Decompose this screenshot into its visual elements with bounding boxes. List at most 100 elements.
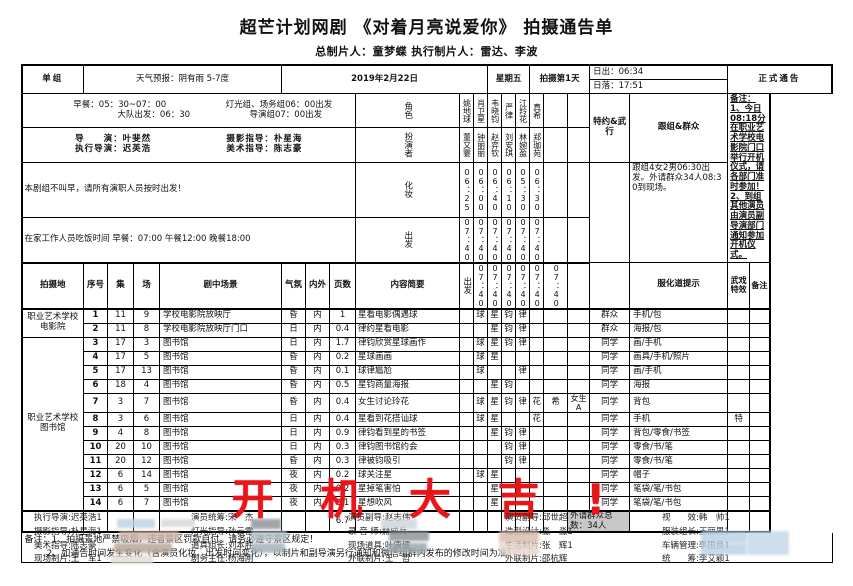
actor-钟丽丽: 钟丽丽 bbox=[473, 127, 489, 163]
cell-extras: 同学 bbox=[589, 411, 631, 427]
cell-role-mark-0 bbox=[473, 322, 489, 338]
cell-props: 画/手机 bbox=[629, 364, 729, 380]
makeup-time-3: 06：40 bbox=[487, 162, 503, 218]
cell-brief: 星想吹风 bbox=[355, 495, 461, 512]
credit-line: 统 筹:李艾颖1 bbox=[662, 554, 730, 565]
cell-mood: 日 bbox=[281, 336, 307, 352]
header-info-row: 单组 天气预报：阴有雨 5-7度 2019年2月22日 星期五 拍摄第1天 日出… bbox=[20, 64, 833, 94]
role-blank-2 bbox=[567, 93, 591, 128]
cell-intext: 内 bbox=[305, 336, 331, 352]
cell-role-mark-1 bbox=[487, 364, 503, 380]
makeup-blank-2 bbox=[567, 162, 591, 218]
cell-setting: 图书馆 bbox=[158, 495, 283, 512]
cell-role-mark-5 bbox=[543, 364, 569, 380]
cell-fx bbox=[727, 378, 751, 394]
cell-dep-blank bbox=[459, 336, 475, 352]
role-江羚花: 江羚花 bbox=[515, 93, 531, 128]
cell-episode: 11 bbox=[107, 308, 134, 324]
cell-fx bbox=[727, 308, 751, 324]
cell-role-mark-0 bbox=[473, 495, 489, 512]
cell-props: 手机 bbox=[629, 411, 729, 427]
cell-props: 海报/包 bbox=[629, 322, 729, 338]
departure-blank-1 bbox=[543, 216, 569, 264]
cell-location: 职业艺术学校电影院 bbox=[20, 308, 84, 338]
cell-dep-blank bbox=[459, 350, 475, 366]
cell-note bbox=[749, 322, 771, 338]
col-header-dep-6: 07：40 bbox=[543, 262, 569, 310]
cell-special bbox=[567, 364, 591, 380]
actor-blank-2 bbox=[567, 127, 591, 163]
table-row[interactable]: 6 18 4 图书馆昏内 0.5 星钧商量海报 星钧 同学 海报 bbox=[22, 378, 832, 394]
table-row[interactable]: 职业艺术学校图书馆 3 17 3 图书馆日内 1.7 律钧欣赏星球画作球星钧律同学 画/手机 bbox=[20, 336, 832, 512]
cell-props: 画具/手机/照片 bbox=[629, 350, 729, 366]
actor-林婉盈: 林婉盈 bbox=[515, 127, 531, 163]
cell-role-mark-4 bbox=[529, 336, 545, 352]
no-wakeup-note: 本剧组不叫早，请所有演职人员按时出发！ bbox=[20, 162, 357, 218]
cell-pages: 1.7 bbox=[329, 336, 357, 352]
actor-刘安琪: 刘安琪 bbox=[501, 127, 517, 163]
cell-role-mark-5 bbox=[543, 411, 569, 427]
makeup-row-label: 化妆 bbox=[355, 162, 461, 218]
table-row[interactable]: 5 17 13 图书馆昏内 0.1 球律尴尬球 律 同学 画/手机 bbox=[22, 364, 832, 380]
departure-time-5: 07：40 bbox=[515, 216, 531, 264]
cell-episode: 3 bbox=[107, 411, 134, 427]
cell-pages: 0.3 bbox=[329, 439, 357, 455]
cell-role-mark-4 bbox=[529, 364, 545, 380]
credit-line: 现场道具:叶康健 bbox=[348, 540, 411, 551]
cell-note bbox=[749, 439, 771, 455]
table-row[interactable]: 2 11 8 学校电影院放映厅门口日内 0.4 律约星看电影 星钧律 群众 海报/包 bbox=[22, 322, 832, 338]
totals-m1 bbox=[473, 510, 489, 534]
cell-episode: 17 bbox=[107, 350, 134, 366]
role-肖卫星: 肖卫星 bbox=[473, 93, 489, 128]
cell-extras: 同学 bbox=[589, 425, 631, 441]
cell-role-mark-2 bbox=[501, 411, 517, 427]
cell-dep-blank bbox=[459, 364, 475, 380]
table-row[interactable]: 8 3 6 图书馆日内 0.4 星看到花搭讪球球星 花 同学 手机特 bbox=[22, 411, 832, 427]
cell-mood: 昏 bbox=[281, 308, 307, 324]
table-row[interactable]: 14 6 7 图书馆夜内 0.1 星想吹风星同学 笔袋/笔/书包 bbox=[22, 495, 832, 512]
table-row[interactable]: 7 3 7 图书馆昏内 0.4 女生讨论玲花球星钧律花希女生A 同学 背包 bbox=[22, 392, 832, 413]
cell-scene-no: 3 bbox=[133, 336, 160, 352]
cell-role-mark-3: 律 bbox=[515, 425, 531, 441]
cell-props: 海报 bbox=[629, 378, 729, 394]
cell-role-mark-2: 钧 bbox=[501, 425, 517, 441]
cell-setting: 学校电影院放映厅 bbox=[158, 308, 283, 324]
table-row[interactable]: 职业艺术学校电影院 1 11 9 学校电影院放映厅昏内 1 星看电影偶遇球球星钧律群众 手机/… bbox=[20, 308, 832, 338]
table-row[interactable]: 13 6 5 图书馆夜内 0.2 星掉笔害怕星同学 笔袋/笔/书包 bbox=[22, 481, 832, 497]
cell-role-mark-0 bbox=[473, 378, 489, 394]
cell-brief: 球律尴尬 bbox=[355, 364, 461, 380]
cell-no: 2 bbox=[83, 322, 108, 338]
cell-mood: 日 bbox=[281, 439, 307, 455]
credit-line: 执行导演:迟英浩1 bbox=[34, 513, 102, 523]
table-row[interactable]: 4 17 5 图书馆昏内 0.2 星球画画球星 同学 画具/手机/照片 bbox=[22, 350, 832, 366]
cell-scene-no: 8 bbox=[133, 322, 160, 338]
cell-role-mark-0: 球 bbox=[473, 350, 489, 366]
cell-extras: 同学 bbox=[589, 439, 631, 455]
cell-role-mark-2: 钧 bbox=[501, 378, 517, 394]
cell-special bbox=[567, 350, 591, 366]
cell-no: 4 bbox=[83, 350, 108, 366]
cell-pages: 0.1 bbox=[329, 364, 357, 380]
col-header-setting: 剧中场景 bbox=[158, 262, 283, 310]
weekday-cell: 星期五 bbox=[487, 64, 531, 94]
credit-line: 现场制片:王 军1 bbox=[34, 554, 102, 565]
cell-pages: 1 bbox=[329, 308, 357, 324]
credit-line: 录 音 师:赫成兵 bbox=[348, 526, 408, 537]
cell-location: 职业艺术学校图书馆 bbox=[20, 336, 84, 512]
credits-column-3: 演员副导:赵志伟 录 音 师:赫成兵 现场道具:叶康健 外联制片:王 哲 bbox=[348, 512, 505, 567]
cell-fx bbox=[727, 350, 751, 366]
table-row[interactable]: 9 4 8 图书馆日内 0.9 律钧看到星的书签 星钧律 同学 背包/零食/书签 bbox=[22, 425, 832, 441]
cell-scene-no: 6 bbox=[133, 411, 160, 427]
cell-role-mark-4 bbox=[529, 425, 545, 441]
cell-props: 背包/零食/书签 bbox=[629, 425, 729, 441]
cell-role-mark-3 bbox=[515, 495, 531, 512]
cell-scene-no: 8 bbox=[133, 425, 160, 441]
cell-intext: 内 bbox=[305, 308, 331, 324]
cell-brief: 律约星看电影 bbox=[355, 322, 461, 338]
cell-brief: 律钧看到星的书签 bbox=[355, 425, 461, 441]
cell-extras: 同学 bbox=[589, 350, 631, 366]
col-header-dep-2: 07：40 bbox=[487, 262, 503, 310]
cell-brief: 律钧欣赏星球画作 bbox=[355, 336, 461, 352]
table-row[interactable]: 10 20 10 图书馆日内 0.3 律钧图书馆约会钧律同学 零食/书/笔 bbox=[22, 439, 832, 455]
exec-director-line: 执行导演：迟英浩 bbox=[75, 144, 152, 154]
